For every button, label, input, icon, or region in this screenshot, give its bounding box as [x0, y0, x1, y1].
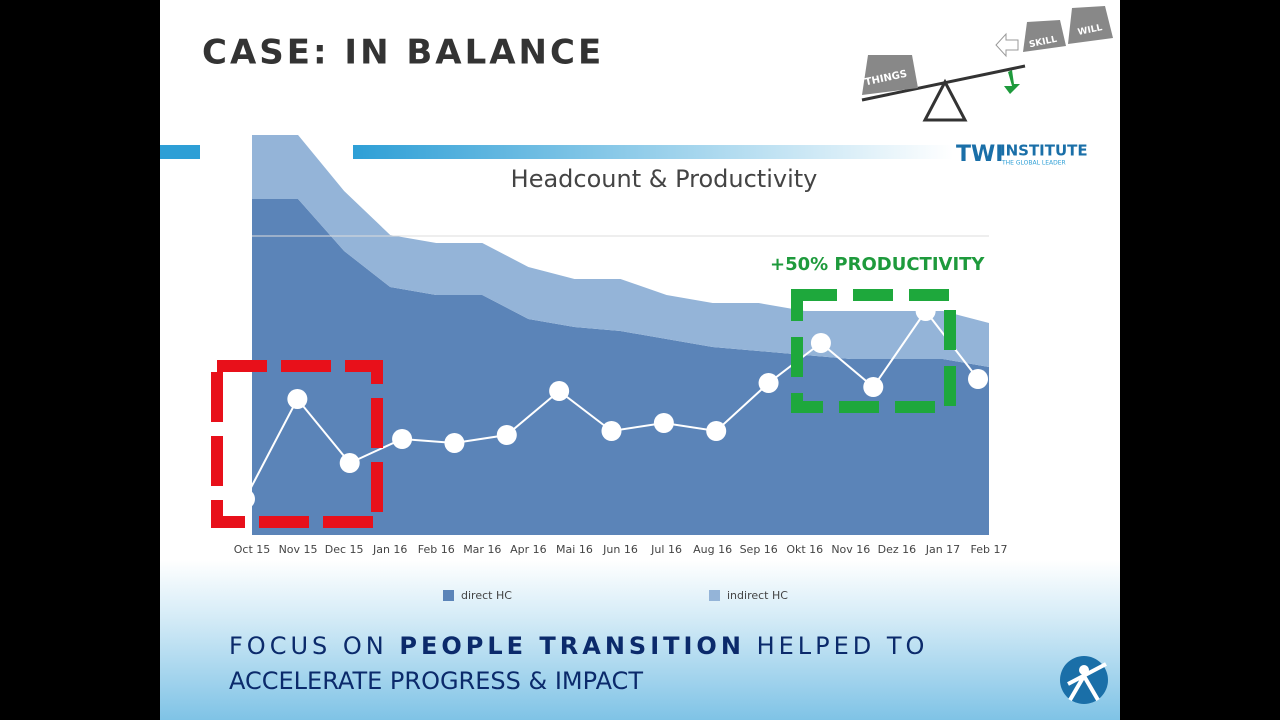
logo-tagline: THE GLOBAL LEADER — [1001, 160, 1066, 167]
x-tick-label: Oct 15 — [234, 543, 271, 556]
productivity-point — [601, 421, 622, 441]
x-tick-label: Feb 17 — [971, 543, 1008, 556]
productivity-point — [863, 377, 884, 397]
footer-text: HELPED TO — [757, 632, 929, 660]
area — [252, 135, 989, 367]
productivity-point — [968, 369, 988, 389]
logo-mark: TWI — [956, 142, 1003, 167]
highlight-box — [791, 289, 956, 413]
legend-swatch — [443, 590, 454, 601]
productivity-point — [287, 389, 308, 409]
productivity-point — [444, 433, 465, 453]
footer-line: ACCELERATE PROGRESS & IMPACT — [229, 667, 643, 695]
highlight-box — [211, 360, 383, 528]
footer-text: PEOPLE TRANSITION — [399, 632, 745, 660]
productivity-point — [549, 381, 570, 401]
productivity-point — [235, 489, 255, 509]
chart-title: Headcount & Productivity — [511, 165, 818, 193]
area — [252, 199, 989, 535]
footer-line: FOCUS ON PEOPLE TRANSITION HELPED TO — [229, 632, 928, 660]
footer-bg — [160, 560, 1120, 720]
x-tick-label: Nov 15 — [279, 543, 318, 556]
x-tick-label: Feb 16 — [418, 543, 455, 556]
x-tick-label: Jul 16 — [650, 543, 682, 556]
productivity-point — [915, 301, 936, 321]
balance-icon — [861, 6, 1113, 122]
x-tick-label: Sep 16 — [740, 543, 778, 556]
annotation: +50% PRODUCTIVITY — [770, 254, 985, 275]
x-tick-label: Dec 15 — [325, 543, 364, 556]
productivity-point — [758, 373, 779, 393]
productivity-point — [496, 425, 517, 445]
logo-name: INSTITUTE — [1000, 142, 1088, 160]
x-tick-label: Dez 16 — [878, 543, 917, 556]
x-tick-label: Apr 16 — [510, 543, 547, 556]
footer-icon — [1060, 656, 1108, 704]
productivity-point — [392, 429, 413, 449]
footer-text: FOCUS ON — [229, 632, 388, 660]
band — [160, 145, 200, 159]
x-tick-label: Mai 16 — [556, 543, 593, 556]
x-tick-label: Nov 16 — [831, 543, 870, 556]
productivity-point — [706, 421, 727, 441]
legend-label: indirect HC — [727, 589, 788, 602]
x-tick-label: Okt 16 — [786, 543, 823, 556]
x-tick-label: Jan 16 — [372, 543, 407, 556]
chart: Oct 15 Nov 15 Dec 15 Jan 16 Feb 16 Mar 16 Apr … — [211, 135, 1008, 602]
slide-title: CASE: IN BALANCE — [202, 33, 604, 73]
x-tick-label: Aug 16 — [693, 543, 732, 556]
legend-label: direct HC — [461, 589, 512, 602]
productivity-point — [339, 453, 360, 473]
x-tick-label: Jun 16 — [602, 543, 638, 556]
productivity-point — [653, 413, 674, 433]
legend-swatch — [709, 590, 720, 601]
x-tick-label: Mar 16 — [463, 543, 501, 556]
band — [353, 145, 953, 159]
productivity-point — [810, 333, 831, 353]
x-tick-label: Jan 17 — [925, 543, 960, 556]
